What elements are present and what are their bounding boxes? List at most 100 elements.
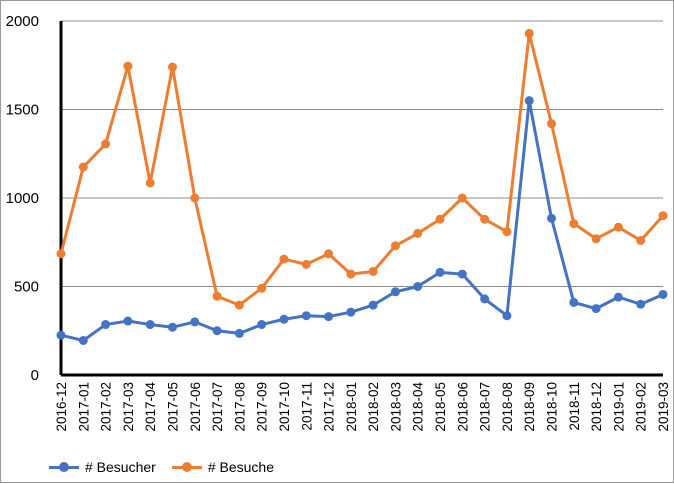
series-line-0 [60, 99, 664, 342]
series-1-point-17 [435, 214, 445, 224]
x-tick-label-11: 2017-11 [299, 382, 314, 431]
series-0-point-9 [257, 320, 267, 330]
x-tick-label-13: 2018-01 [344, 382, 359, 432]
series-0-point-27 [658, 289, 668, 299]
series-0-point-13 [346, 307, 356, 317]
series-1-point-14 [368, 266, 378, 276]
series-0-point-3 [123, 316, 133, 326]
series-1-point-19 [480, 214, 490, 224]
series-1-point-5 [167, 62, 177, 72]
legend-swatch-besucher [49, 460, 79, 474]
series-1-point-25 [613, 222, 623, 232]
x-tick-label-25: 2019-01 [611, 382, 626, 432]
x-tick-label-5: 2017-05 [165, 382, 180, 432]
series-0-point-0 [56, 330, 66, 340]
series-0-point-21 [524, 96, 534, 106]
series-0-point-25 [613, 292, 623, 302]
x-tick-label-7: 2017-07 [210, 382, 225, 432]
series-0-point-15 [390, 287, 400, 297]
legend-item-besucher: # Besucher [49, 459, 156, 475]
series-0-point-5 [167, 322, 177, 332]
x-tick-label-8: 2017-08 [232, 382, 247, 432]
x-tick-label-18: 2018-06 [455, 382, 470, 432]
series-0-point-17 [435, 267, 445, 277]
y-tick-label-3: 1500 [6, 102, 39, 119]
series-0-point-12 [324, 312, 334, 322]
series-1-point-4 [145, 178, 155, 188]
series-1-point-0 [56, 249, 66, 259]
x-tick-label-15: 2018-03 [388, 382, 403, 432]
series-1-point-22 [547, 119, 557, 129]
series-1-point-11 [301, 259, 311, 269]
legend-label-besuche: # Besuche [207, 459, 274, 475]
y-tick-label-4: 2000 [6, 13, 39, 30]
x-tick-label-16: 2018-04 [411, 382, 426, 432]
series-1-point-13 [346, 269, 356, 279]
series-1-point-12 [324, 249, 334, 259]
series-1-point-8 [234, 300, 244, 310]
x-tick-label-19: 2018-07 [478, 382, 493, 432]
x-tick-label-21: 2018-09 [522, 382, 537, 432]
x-tick-label-12: 2017-12 [322, 382, 337, 432]
series-1-point-6 [190, 193, 200, 203]
series-1-point-15 [390, 241, 400, 251]
y-tick-label-2: 1000 [6, 190, 39, 207]
x-tick-label-17: 2018-05 [433, 382, 448, 432]
x-tick-label-14: 2018-02 [366, 382, 381, 432]
series-1-point-27 [658, 211, 668, 221]
series-1-point-9 [257, 283, 267, 293]
x-tick-label-9: 2017-09 [255, 382, 270, 432]
series-0-point-10 [279, 314, 289, 324]
x-tick-label-10: 2017-10 [277, 382, 292, 432]
series-1-point-23 [569, 219, 579, 229]
x-tick-label-23: 2018-11 [567, 382, 582, 431]
series-0-point-18 [457, 269, 467, 279]
series-1-point-2 [101, 139, 111, 149]
series-1-point-20 [502, 227, 512, 237]
series-1-point-3 [123, 61, 133, 71]
x-tick-label-6: 2017-06 [188, 382, 203, 432]
x-tick-label-22: 2018-10 [545, 382, 560, 432]
series-1-point-21 [524, 28, 534, 38]
series-0-point-23 [569, 297, 579, 307]
series-1-point-7 [212, 291, 222, 301]
x-tick-label-24: 2018-12 [589, 382, 604, 432]
series-0-point-14 [368, 300, 378, 310]
series-line-1 [59, 31, 665, 307]
series-0-point-24 [591, 304, 601, 314]
y-tick-label-0: 0 [31, 367, 39, 384]
series-0-point-6 [190, 317, 200, 327]
legend-item-besuche: # Besuche [171, 459, 274, 475]
series-0-point-19 [480, 294, 490, 304]
series-0-point-26 [636, 299, 646, 309]
legend-swatch-besuche [171, 460, 202, 474]
series-1-point-10 [279, 254, 289, 264]
x-tick-label-1: 2017-01 [76, 382, 91, 432]
series-0-point-20 [502, 311, 512, 321]
series-0-point-1 [78, 335, 88, 345]
series-0-point-4 [145, 320, 155, 330]
series-1-point-16 [413, 228, 423, 238]
x-tick-label-4: 2017-04 [143, 382, 158, 432]
series-0-point-11 [301, 311, 311, 321]
x-tick-label-0: 2016-12 [54, 382, 69, 432]
x-tick-label-2: 2017-02 [99, 382, 114, 432]
series-0-point-8 [234, 328, 244, 338]
x-tick-label-26: 2019-02 [634, 382, 649, 432]
series-0-point-2 [101, 320, 111, 330]
series-1-point-1 [78, 162, 88, 172]
x-tick-label-3: 2017-03 [121, 382, 136, 432]
y-tick-label-1: 500 [14, 279, 39, 296]
series-0-point-16 [413, 282, 423, 291]
legend-label-besucher: # Besucher [85, 459, 156, 475]
chart-legend: # Besucher # Besuche [49, 459, 290, 475]
series-1-point-18 [457, 193, 467, 203]
series-1-point-26 [636, 235, 646, 245]
x-tick-label-20: 2018-08 [500, 382, 515, 432]
series-0-point-22 [547, 213, 557, 223]
x-tick-label-27: 2019-03 [656, 382, 671, 432]
series-0-point-7 [212, 326, 222, 336]
series-1-point-24 [591, 234, 601, 244]
